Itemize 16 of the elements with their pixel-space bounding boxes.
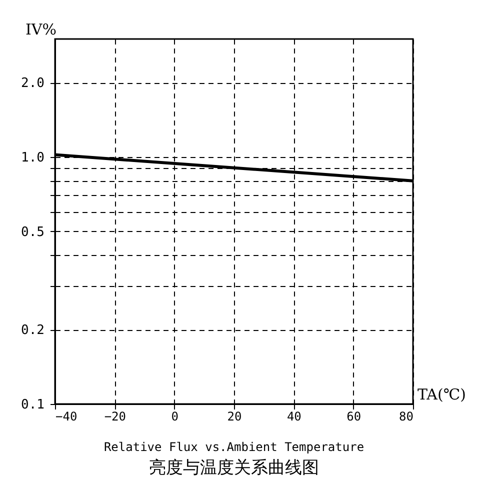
y-tick-label: 2.0 bbox=[21, 76, 44, 92]
text: 亮度与温度关系曲线图 bbox=[149, 458, 319, 478]
y-tick-label: 1.0 bbox=[21, 150, 44, 166]
x-tick-label: −40 bbox=[56, 410, 78, 424]
x-axis-title: TA(℃) bbox=[418, 386, 466, 404]
x-tick-label: 20 bbox=[227, 410, 242, 424]
text: Relative Flux vs.Ambient Temperature bbox=[104, 440, 364, 454]
x-tick-label: 0 bbox=[171, 410, 178, 424]
x-tick-label: 40 bbox=[286, 410, 302, 424]
y-tick-label: 0.1 bbox=[21, 398, 44, 412]
y-axis-title: IV% bbox=[26, 20, 57, 38]
x-tick-label: −20 bbox=[104, 410, 126, 424]
y-tick-label: 0.2 bbox=[21, 323, 44, 338]
y-tick-label: 0.5 bbox=[21, 224, 44, 240]
x-tick-label: 60 bbox=[346, 410, 362, 424]
x-tick-label: 80 bbox=[399, 410, 414, 424]
